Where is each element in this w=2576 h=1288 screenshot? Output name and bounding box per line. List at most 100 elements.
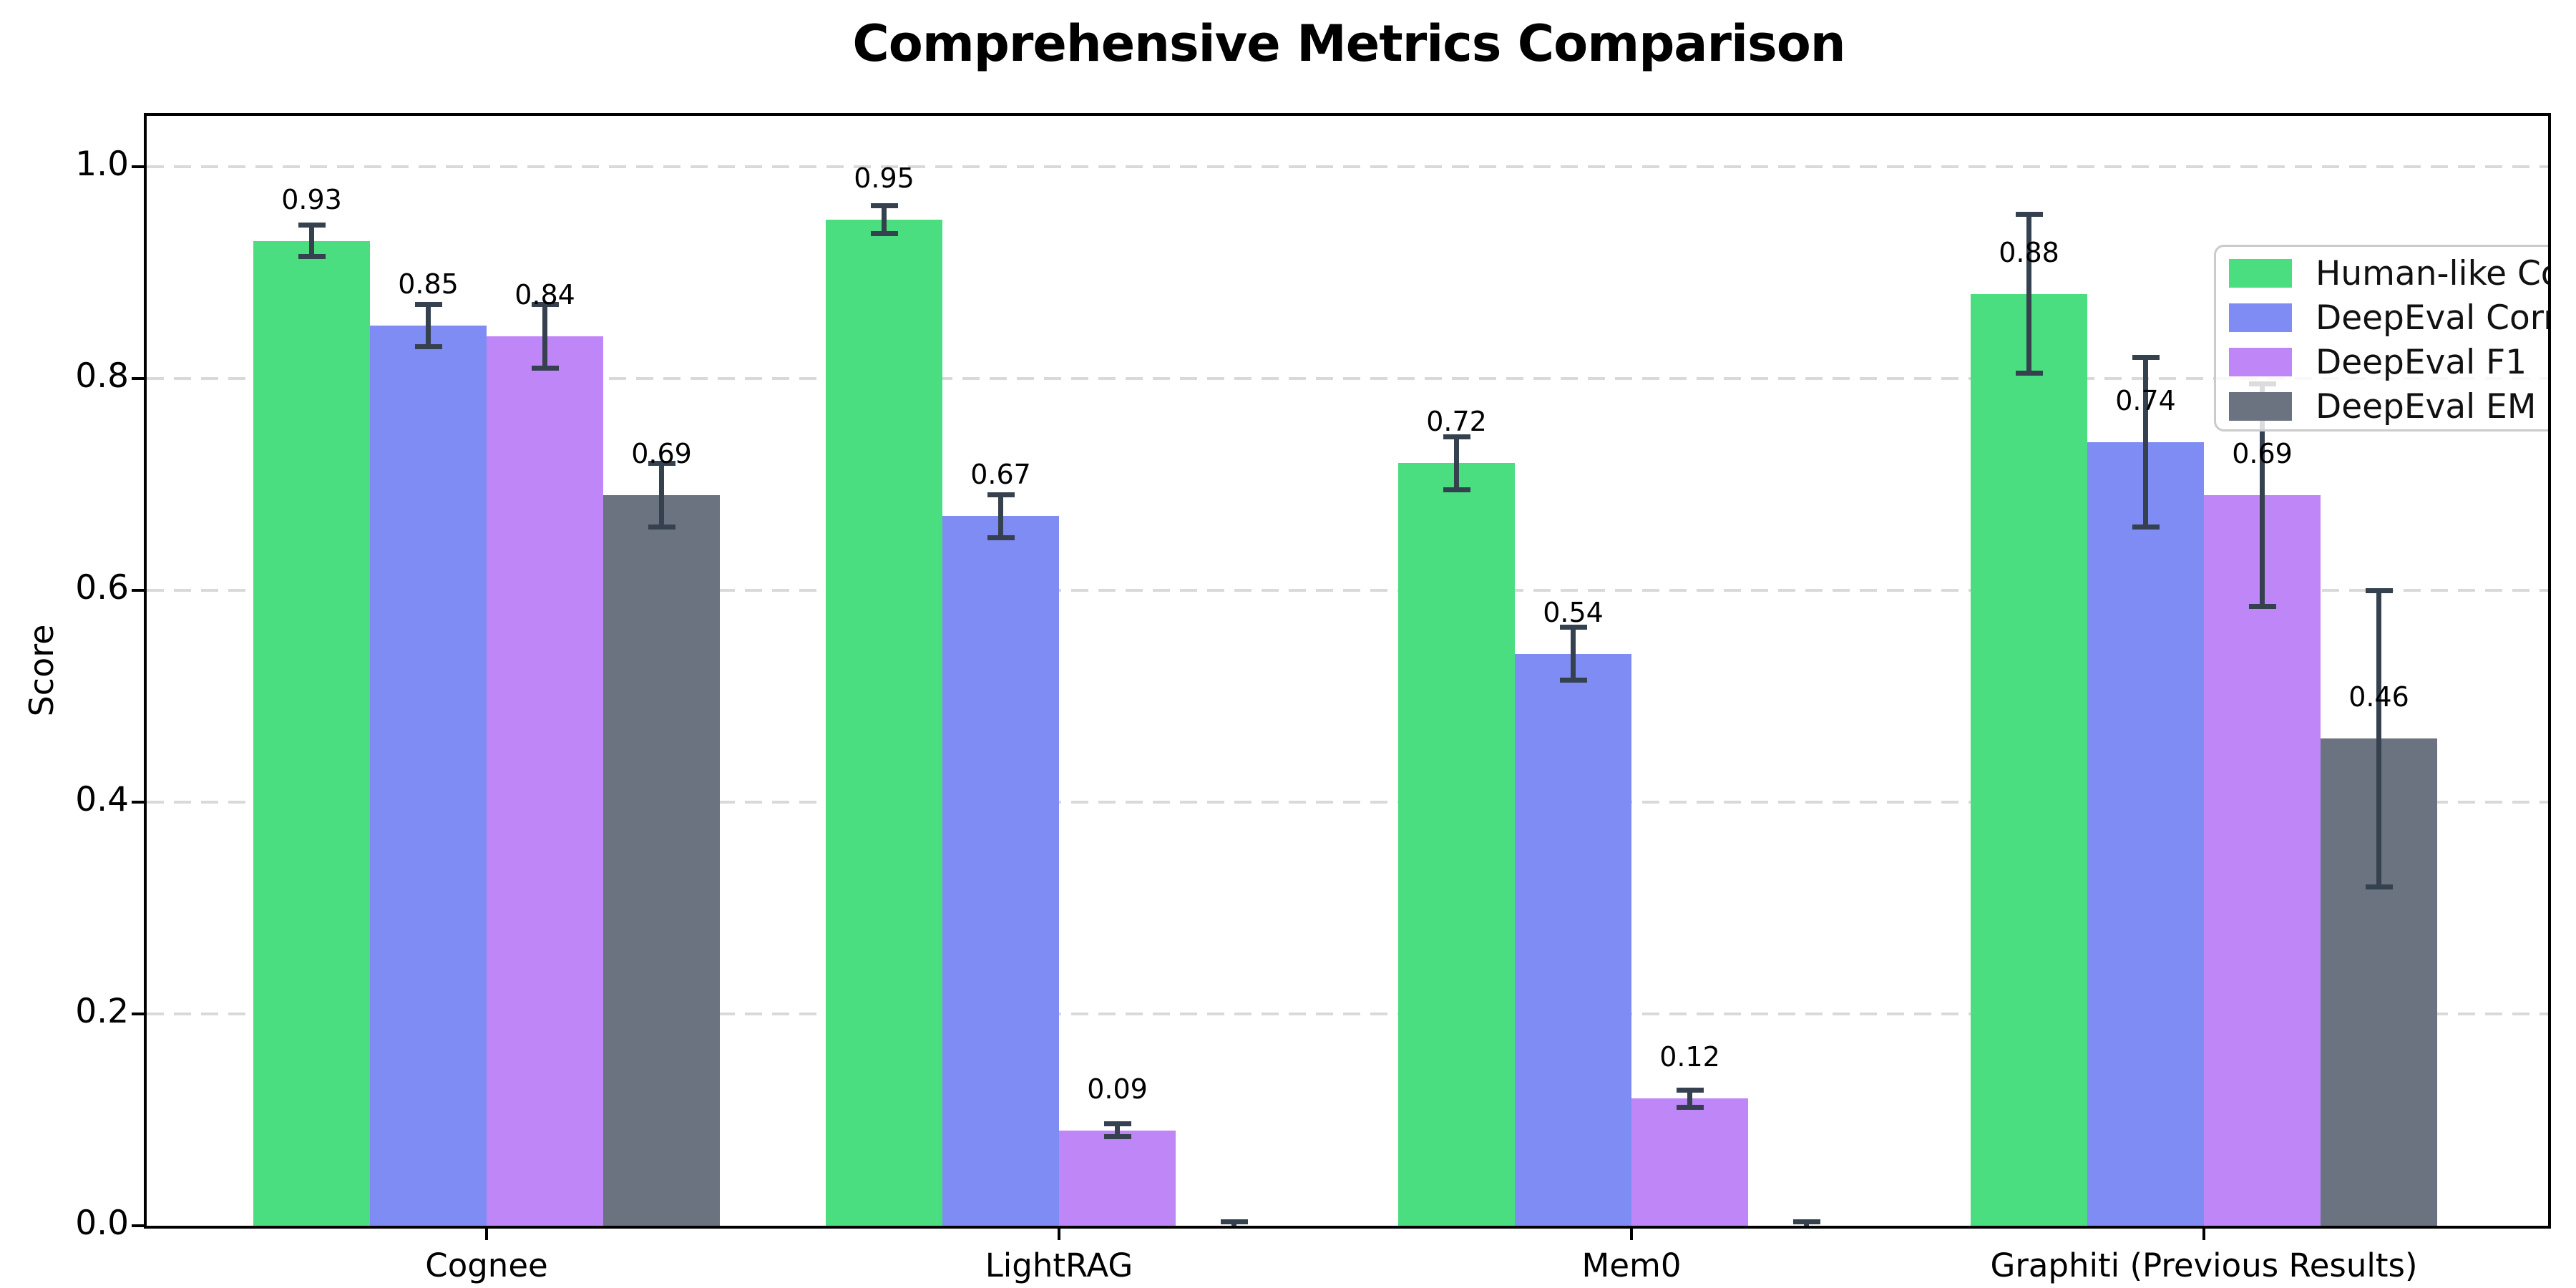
bar-value-label: 0.67: [970, 459, 1031, 491]
plot-area: Human-like Correctness DeepEval Correctne…: [144, 113, 2551, 1229]
error-bar-cap-bottom: [2015, 371, 2043, 376]
bar-value-label: 0.72: [1426, 406, 1487, 438]
error-bar-cap-bottom: [987, 535, 1015, 540]
error-bar-cap-bottom: [531, 365, 559, 371]
bar-LightRAG-DeepEval Correctness: [942, 516, 1059, 1226]
y-tick-mark: [132, 377, 144, 380]
error-bar: [309, 225, 314, 257]
legend-label: Human-like Correctness: [2316, 253, 2548, 293]
bar-Cognee-DeepEval EM: [603, 494, 720, 1226]
bar-LightRAG-DeepEval F1: [1059, 1130, 1176, 1226]
error-bar-cap-bottom: [2132, 524, 2160, 530]
bar-Graphiti (Previous Results)-Human-like Correctness: [1971, 293, 2087, 1226]
error-bar-cap-top: [1103, 1121, 1131, 1127]
bar-Graphiti (Previous Results)-DeepEval Correctness: [2087, 441, 2204, 1226]
legend-item: DeepEval Correctness: [2229, 296, 2548, 340]
y-tick-label: 0.0: [75, 1204, 129, 1243]
x-tick-label-Mem0: Mem0: [1581, 1246, 1682, 1284]
bar-Mem0-DeepEval F1: [1631, 1098, 1748, 1226]
bar-Graphiti (Previous Results)-DeepEval F1: [2204, 494, 2321, 1226]
bar-value-label: 0.12: [1659, 1041, 1720, 1073]
y-axis-label: Score: [22, 624, 61, 717]
bar-value-label: 0.84: [514, 278, 575, 311]
legend-swatch: [2229, 392, 2292, 421]
error-bar: [882, 205, 887, 234]
error-bar: [2143, 357, 2148, 527]
legend-item: DeepEval EM: [2229, 384, 2548, 429]
error-bar: [1454, 436, 1459, 490]
legend-label: DeepEval Correctness: [2316, 298, 2548, 338]
y-tick-label: 0.6: [75, 568, 129, 608]
error-bar: [542, 304, 547, 369]
x-tick-label-LightRAG: LightRAG: [985, 1246, 1133, 1284]
error-bar-cap-top: [531, 301, 559, 307]
error-bar-cap-top: [1792, 1219, 1820, 1224]
error-bar-cap-top: [2132, 354, 2160, 360]
error-bar-cap-top: [870, 203, 898, 209]
error-bar: [426, 304, 431, 347]
gridline-0.8: [147, 377, 2548, 380]
y-tick-mark: [132, 801, 144, 804]
bar-value-label: 0.85: [398, 268, 459, 300]
error-bar: [1115, 1123, 1120, 1137]
gridline-0.2: [147, 1013, 2548, 1015]
error-bar-cap-top: [414, 301, 442, 307]
legend-item: Human-like Correctness: [2229, 251, 2548, 296]
error-bar-cap-top: [1220, 1219, 1248, 1224]
gridline-1.0: [147, 165, 2548, 168]
error-bar-cap-top: [298, 222, 326, 228]
error-bar: [1571, 627, 1576, 680]
bar-Cognee-Human-like Correctness: [253, 240, 370, 1226]
bar-value-label: 0.93: [281, 183, 342, 215]
y-tick-mark: [132, 165, 144, 168]
y-tick-label: 0.4: [75, 780, 129, 819]
x-tick-mark: [2202, 1229, 2205, 1240]
x-tick-mark: [485, 1229, 488, 1240]
error-bar: [1687, 1090, 1692, 1108]
error-bar-cap-top: [1443, 434, 1470, 439]
error-bar-cap-bottom: [1559, 678, 1587, 683]
legend: Human-like Correctness DeepEval Correctne…: [2214, 245, 2548, 431]
error-bar-cap-bottom: [648, 524, 675, 530]
x-tick-label-Graphiti (Previous Results): Graphiti (Previous Results): [1990, 1246, 2418, 1284]
error-bar-cap-top: [987, 492, 1015, 498]
y-tick-label: 1.0: [75, 145, 129, 184]
error-bar-cap-bottom: [1443, 487, 1470, 492]
x-tick-mark: [1630, 1229, 1633, 1240]
legend-label: DeepEval F1: [2316, 342, 2527, 382]
error-bar-cap-top: [2365, 587, 2393, 593]
y-tick-mark: [132, 1013, 144, 1015]
error-bar: [2260, 384, 2265, 607]
error-bar: [2026, 214, 2031, 374]
error-bar-cap-bottom: [1793, 1227, 1820, 1229]
error-bar: [2376, 590, 2381, 887]
y-tick-mark: [132, 1224, 144, 1227]
error-bar-cap-bottom: [1103, 1134, 1131, 1140]
legend-swatch: [2229, 259, 2292, 288]
y-tick-label: 0.2: [75, 992, 129, 1031]
bar-value-label: 0.88: [1999, 236, 2059, 268]
bar-value-label: 0.09: [1087, 1073, 1148, 1105]
bar-value-label: 0.69: [631, 437, 692, 469]
x-tick-label-Cognee: Cognee: [425, 1246, 548, 1284]
gridline-0.4: [147, 801, 2548, 804]
bar-value-label: 0.54: [1543, 596, 1604, 628]
error-bar-cap-top: [2015, 212, 2043, 218]
error-bar-cap-top: [1676, 1088, 1704, 1093]
error-bar-cap-bottom: [870, 230, 898, 236]
bar-Cognee-DeepEval Correctness: [370, 326, 487, 1226]
error-bar-cap-bottom: [298, 254, 326, 260]
bar-value-label: 0.95: [854, 162, 914, 194]
y-tick-mark: [132, 589, 144, 592]
y-tick-label: 0.8: [75, 356, 129, 396]
error-bar-cap-bottom: [2248, 603, 2276, 609]
error-bar-cap-bottom: [1676, 1104, 1704, 1110]
error-bar: [998, 494, 1003, 537]
legend-label: DeepEval EM: [2316, 386, 2537, 426]
x-tick-mark: [1058, 1229, 1060, 1240]
bar-LightRAG-Human-like Correctness: [826, 220, 942, 1226]
error-bar-cap-bottom: [1221, 1227, 1248, 1229]
legend-item: DeepEval F1: [2229, 340, 2548, 384]
chart-title: Comprehensive Metrics Comparison: [852, 14, 1845, 73]
